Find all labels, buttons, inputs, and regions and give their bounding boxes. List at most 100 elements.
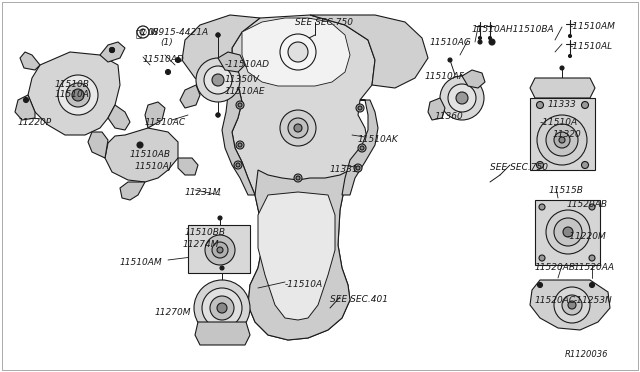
Polygon shape	[28, 52, 120, 135]
Text: -11510A: -11510A	[540, 118, 578, 127]
Polygon shape	[342, 100, 378, 195]
Circle shape	[478, 40, 482, 44]
Circle shape	[24, 97, 29, 103]
Circle shape	[109, 48, 115, 52]
Text: 11510AH11510BA: 11510AH11510BA	[472, 25, 555, 34]
Polygon shape	[428, 98, 445, 120]
Circle shape	[554, 218, 582, 246]
Polygon shape	[105, 128, 178, 182]
Circle shape	[212, 74, 224, 86]
Text: 11510AC: 11510AC	[145, 118, 186, 127]
Circle shape	[238, 143, 242, 147]
Circle shape	[216, 33, 220, 37]
Text: 11510AD: 11510AD	[143, 55, 185, 64]
Circle shape	[563, 227, 573, 237]
Text: 11510AG: 11510AG	[430, 38, 472, 47]
Circle shape	[589, 204, 595, 210]
Circle shape	[554, 287, 590, 323]
Text: SEE SEC.401: SEE SEC.401	[330, 295, 388, 304]
Circle shape	[294, 124, 302, 132]
Circle shape	[220, 266, 224, 270]
Circle shape	[66, 83, 90, 107]
Text: 11510B: 11510B	[55, 80, 90, 89]
Polygon shape	[232, 15, 375, 340]
Circle shape	[554, 132, 570, 148]
Polygon shape	[195, 322, 250, 345]
Circle shape	[582, 161, 589, 169]
Text: 11274M: 11274M	[183, 240, 220, 249]
Circle shape	[488, 36, 492, 39]
Text: 11510AK: 11510AK	[358, 135, 399, 144]
Circle shape	[448, 58, 452, 62]
Polygon shape	[248, 170, 350, 340]
Bar	[188, 225, 250, 273]
Circle shape	[546, 124, 578, 156]
Circle shape	[217, 247, 223, 253]
Circle shape	[218, 216, 222, 220]
Circle shape	[280, 34, 316, 70]
Circle shape	[448, 84, 476, 112]
Text: 11360: 11360	[435, 112, 464, 121]
Circle shape	[58, 75, 98, 115]
Circle shape	[204, 66, 232, 94]
Circle shape	[210, 296, 234, 320]
Polygon shape	[258, 192, 335, 320]
Circle shape	[537, 115, 587, 165]
Circle shape	[288, 118, 308, 138]
Circle shape	[236, 141, 244, 149]
Text: 11331: 11331	[330, 165, 359, 174]
Text: 11520AC: 11520AC	[535, 296, 576, 305]
Circle shape	[109, 48, 115, 52]
Bar	[530, 98, 595, 170]
Circle shape	[72, 89, 84, 101]
Circle shape	[294, 174, 302, 182]
Circle shape	[568, 301, 576, 309]
Text: 11510AB: 11510AB	[130, 150, 171, 159]
Circle shape	[539, 255, 545, 261]
Text: 08915-4421A: 08915-4421A	[148, 28, 209, 37]
Polygon shape	[218, 52, 245, 72]
Circle shape	[358, 106, 362, 110]
Text: R1120036: R1120036	[565, 350, 609, 359]
Polygon shape	[15, 95, 35, 120]
Text: -11510AD: -11510AD	[225, 60, 270, 69]
Polygon shape	[310, 15, 428, 88]
Polygon shape	[20, 52, 40, 70]
Circle shape	[234, 161, 242, 169]
Circle shape	[175, 58, 180, 62]
Text: 11510BB: 11510BB	[185, 228, 226, 237]
Bar	[535, 200, 600, 265]
Polygon shape	[242, 18, 350, 86]
Circle shape	[205, 235, 235, 265]
Circle shape	[217, 303, 227, 313]
Text: 11333: 11333	[548, 100, 577, 109]
Circle shape	[216, 33, 220, 37]
Circle shape	[356, 166, 360, 170]
Text: 11510AF: 11510AF	[425, 72, 465, 81]
Circle shape	[589, 255, 595, 261]
Circle shape	[238, 103, 242, 107]
Circle shape	[216, 113, 220, 117]
Text: -11253N: -11253N	[574, 296, 612, 305]
Circle shape	[536, 102, 543, 109]
Text: W: W	[140, 29, 147, 35]
Circle shape	[440, 76, 484, 120]
Circle shape	[194, 280, 250, 336]
Circle shape	[489, 39, 495, 45]
Text: SEE SEC.750: SEE SEC.750	[490, 163, 548, 172]
Polygon shape	[182, 15, 260, 88]
Polygon shape	[462, 70, 485, 88]
Text: 11520AB: 11520AB	[567, 200, 608, 209]
Circle shape	[212, 242, 228, 258]
Circle shape	[196, 58, 240, 102]
Text: SEE SEC.750: SEE SEC.750	[295, 18, 353, 27]
Circle shape	[296, 176, 300, 180]
Text: 11520AA: 11520AA	[574, 263, 615, 272]
Circle shape	[562, 295, 582, 315]
Text: 11510A: 11510A	[55, 90, 90, 99]
Circle shape	[236, 163, 240, 167]
Circle shape	[589, 282, 595, 288]
Circle shape	[166, 70, 170, 74]
Circle shape	[479, 36, 481, 39]
Text: 11350V: 11350V	[225, 75, 260, 84]
